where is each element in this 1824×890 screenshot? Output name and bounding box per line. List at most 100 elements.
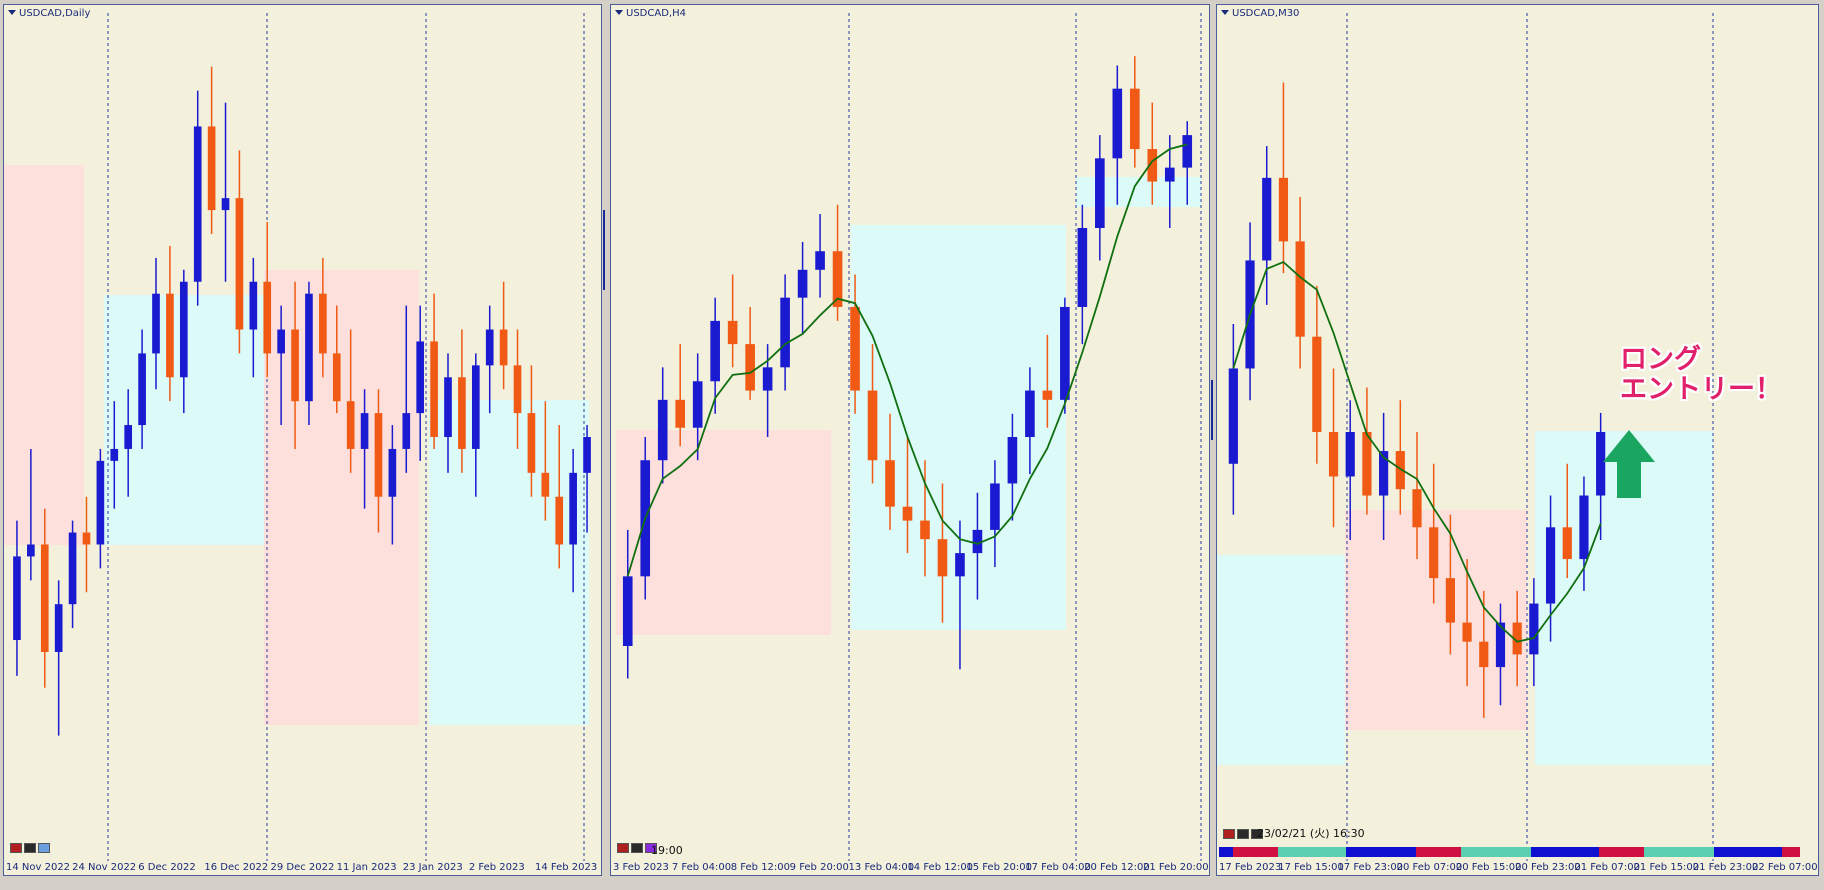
- x-tick-label: 6 Dec 2022: [138, 862, 196, 873]
- candle-body: [96, 460, 105, 545]
- x-axis: 3 Feb 2023 7 Feb 04:00 8 Feb 12:00 9 Feb 20…: [611, 859, 1209, 875]
- candle-body: [1112, 88, 1123, 159]
- candle-body: [110, 448, 119, 461]
- candle-body: [1345, 432, 1355, 477]
- candle-body: [745, 344, 755, 391]
- expert-icon[interactable]: [38, 843, 50, 853]
- chart-title: USDCAD,Daily: [8, 8, 90, 19]
- price-zone: [4, 165, 84, 545]
- x-tick-label: 21 Feb 20:00: [1143, 862, 1209, 873]
- close-chart-button[interactable]: [617, 843, 629, 853]
- panel-separator[interactable]: [1211, 380, 1213, 440]
- x-tick-label: 2 Feb 2023: [468, 862, 525, 873]
- candle-body: [1129, 88, 1140, 150]
- dropdown-triangle-icon[interactable]: [8, 10, 16, 15]
- candle-body: [138, 353, 146, 426]
- candle-body: [221, 198, 230, 211]
- moving-average-line: [626, 143, 1188, 577]
- candle-body: [68, 532, 77, 605]
- candle-body: [305, 293, 313, 402]
- one-click-trading-icon[interactable]: [24, 843, 36, 853]
- candle-body: [1395, 451, 1405, 490]
- x-tick-label: 21 Feb 15:00: [1633, 862, 1700, 873]
- candle-body: [885, 460, 895, 507]
- strip-segment: [1416, 847, 1461, 857]
- strip-segment: [1531, 847, 1599, 857]
- x-tick-label: 20 Feb 07:00: [1396, 862, 1463, 873]
- candle-body: [1295, 241, 1305, 337]
- expert-icon[interactable]: [645, 843, 657, 853]
- candle-body: [541, 472, 550, 497]
- candle-body: [583, 437, 591, 473]
- candle-body: [458, 377, 466, 449]
- candle-body: [1512, 622, 1522, 655]
- candle-body: [1060, 306, 1070, 400]
- x-tick-label: 23 Jan 2023: [402, 862, 463, 873]
- candle-body: [555, 496, 564, 545]
- candle-body: [374, 413, 383, 497]
- dropdown-triangle-icon[interactable]: [615, 10, 623, 15]
- candle-body: [955, 553, 965, 577]
- strip-segment: [1461, 847, 1531, 857]
- close-chart-button[interactable]: [1223, 829, 1235, 839]
- strip-segment: [1782, 847, 1800, 857]
- candle-body: [1077, 228, 1088, 307]
- candle-body: [54, 604, 63, 652]
- candle-body: [235, 198, 244, 330]
- dropdown-triangle-icon[interactable]: [1221, 10, 1229, 15]
- annotation-line-1: ロング: [1620, 344, 1701, 375]
- candle-body: [193, 126, 202, 282]
- candle-body: [1262, 177, 1272, 261]
- close-chart-button[interactable]: [10, 843, 22, 853]
- candle-body: [1042, 390, 1053, 400]
- strip-segment: [1219, 847, 1233, 857]
- x-tick-label: 8 Feb 12:00: [730, 862, 791, 873]
- x-tick-label: 20 Feb 15:00: [1455, 862, 1522, 873]
- candle-body: [124, 425, 133, 449]
- candle-body: [346, 401, 355, 449]
- price-zone: [429, 400, 589, 725]
- panel-separator[interactable]: [603, 210, 605, 290]
- price-zone: [616, 430, 831, 635]
- x-tick-label: 14 Feb 12:00: [907, 862, 974, 873]
- expert-icon[interactable]: [1251, 829, 1263, 839]
- session-strip: [1219, 847, 1800, 857]
- candle-body: [797, 269, 808, 298]
- strip-segment: [1714, 847, 1782, 857]
- x-tick-label: 11 Jan 2023: [336, 862, 397, 873]
- candle-body: [1025, 390, 1035, 437]
- chart-corner-buttons: [10, 838, 52, 857]
- m30-chart-panel[interactable]: USDCAD,M30 23/02/21 (火) 16:30 17 Feb 202…: [1216, 4, 1819, 876]
- candle-body: [1228, 368, 1238, 464]
- candle-body: [622, 576, 633, 646]
- strip-segment: [1644, 847, 1714, 857]
- candle-body: [430, 341, 438, 437]
- one-click-trading-icon[interactable]: [1237, 829, 1249, 839]
- candle-body: [1445, 578, 1455, 623]
- candle-body: [1596, 432, 1606, 496]
- x-tick-label: 17 Feb 2023: [1219, 862, 1282, 873]
- candle-body: [27, 544, 35, 557]
- chart-corner-buttons: [1223, 824, 1265, 843]
- candle-body: [319, 293, 327, 354]
- daily-chart-canvas: [4, 13, 591, 861]
- current-time-label: 19:00: [651, 844, 683, 857]
- h4-chart-panel[interactable]: USDCAD,H4 19:00 3 Feb 2023 7 Feb 04:00 8 F…: [610, 4, 1210, 876]
- strip-segment: [1599, 847, 1644, 857]
- candle-body: [402, 413, 411, 449]
- candle-body: [902, 506, 913, 521]
- candle-body: [1278, 177, 1289, 242]
- candle-body: [416, 341, 425, 414]
- candle-body: [780, 297, 790, 368]
- candle-body: [1529, 603, 1539, 655]
- daily-chart-panel[interactable]: USDCAD,Daily 14 Nov 2022 24 Nov 2022 6 Dec…: [3, 4, 602, 876]
- price-zone: [264, 270, 419, 725]
- candle-body: [82, 532, 91, 545]
- moving-average-line: [1232, 260, 1602, 643]
- one-click-trading-icon[interactable]: [631, 843, 643, 853]
- x-tick-label: 20 Feb 23:00: [1515, 862, 1581, 873]
- x-tick-label: 21 Feb 23:00: [1692, 862, 1759, 873]
- candle-body: [675, 399, 686, 428]
- x-axis: 14 Nov 2022 24 Nov 2022 6 Dec 2022 16 Dec 2…: [4, 859, 601, 875]
- candle-body: [152, 293, 160, 354]
